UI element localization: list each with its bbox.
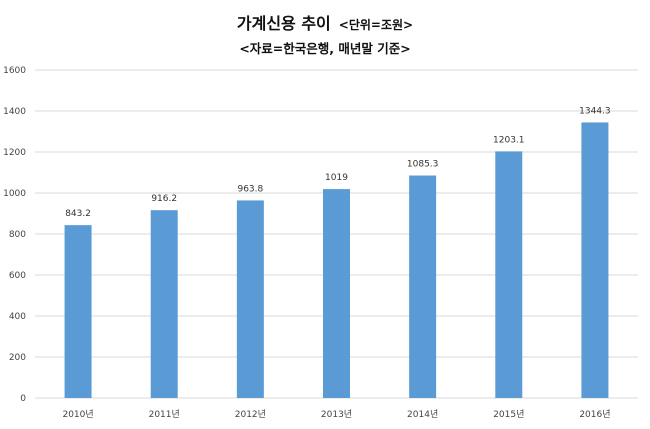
bar [64, 225, 92, 398]
y-tick-label: 800 [9, 230, 26, 240]
chart-title: 가계신용 추이 [236, 14, 331, 33]
data-label: 1019 [325, 173, 348, 183]
x-tick-label: 2014년 [407, 409, 438, 420]
x-tick-label: 2012년 [235, 409, 266, 420]
y-tick-label: 1400 [3, 107, 26, 117]
y-tick-label: 200 [9, 353, 26, 363]
y-tick-label: 1200 [3, 148, 26, 158]
bar [495, 151, 523, 398]
x-tick-label: 2010년 [62, 409, 93, 420]
data-label: 963.8 [237, 184, 263, 194]
x-tick-label: 2011년 [149, 409, 180, 420]
bar [409, 175, 437, 398]
chart-title-row: 가계신용 추이 <단위=조원> [0, 10, 650, 34]
x-tick-label: 2016년 [579, 409, 610, 420]
bar [323, 189, 350, 398]
bar [236, 200, 264, 398]
data-label: 1344.3 [579, 106, 611, 116]
y-tick-label: 1000 [3, 189, 26, 199]
data-label: 916.2 [151, 194, 177, 204]
x-tick-label: 2013년 [321, 409, 352, 420]
y-tick-label: 1600 [3, 66, 26, 76]
data-label: 1203.1 [493, 135, 525, 145]
y-tick-label: 0 [20, 394, 26, 404]
y-tick-label: 600 [9, 271, 26, 281]
bar [150, 210, 178, 398]
bar [581, 122, 609, 398]
data-label: 843.2 [65, 209, 91, 219]
chart-subtitle: <자료=한국은행, 매년말 기준> [239, 41, 411, 56]
x-tick-label: 2015년 [493, 409, 524, 420]
data-label: 1085.3 [407, 160, 439, 170]
y-tick-label: 400 [9, 312, 26, 322]
unit-note: <단위=조원> [338, 18, 414, 32]
